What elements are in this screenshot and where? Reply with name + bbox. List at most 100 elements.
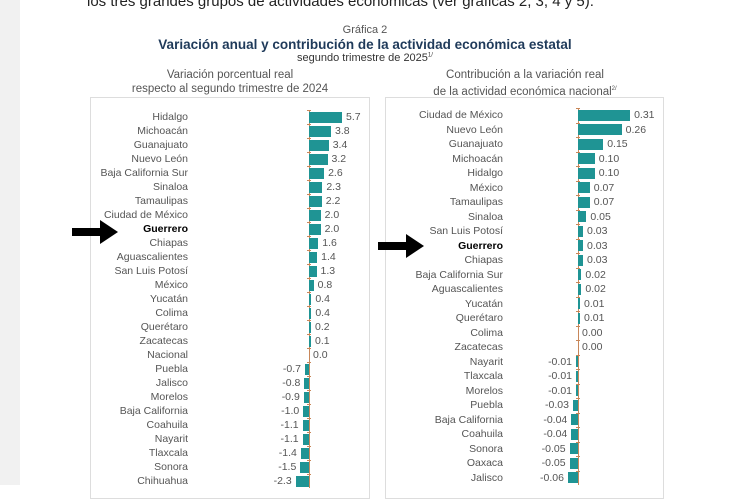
category-label: Guerrero: [143, 223, 188, 235]
bar: [576, 356, 578, 367]
value-label: 0.4: [315, 307, 330, 319]
bar: [578, 109, 631, 121]
category-label: Guerrero: [458, 239, 503, 252]
bar: [300, 461, 309, 473]
bar: [309, 111, 343, 123]
axis-tick: [307, 404, 311, 405]
axis-tick: [307, 320, 311, 321]
category-label: Hidalgo: [152, 111, 188, 123]
value-label: 1.3: [320, 265, 336, 277]
axis-tick: [576, 282, 580, 283]
bar: [571, 428, 578, 440]
value-label: 5.7: [346, 111, 361, 123]
value-label: 0.07: [593, 181, 615, 194]
axis-tick: [307, 306, 311, 307]
category-label: Tamaulipas: [449, 196, 503, 208]
axis-tick: [307, 418, 311, 419]
category-label: Jalisco: [155, 377, 188, 389]
category-label: Guanajuato: [133, 139, 188, 151]
bar: [303, 391, 309, 403]
value-label: -0.9: [281, 391, 300, 403]
bar: [578, 283, 582, 295]
value-label: 0.1: [315, 335, 330, 347]
value-label: -0.03: [545, 399, 569, 411]
value-label: 0.01: [584, 297, 605, 310]
axis-tick: [576, 267, 580, 269]
value-label: 1.4: [321, 251, 336, 263]
right-chart-heading: Contribución a la variación real de la a…: [385, 68, 665, 99]
left-chart-heading-1: Variación porcentual real: [166, 69, 294, 81]
value-label: 0.10: [598, 152, 620, 165]
bar: [578, 167, 595, 179]
category-label: Hidalgo: [467, 167, 503, 179]
category-label: Coahuila: [461, 428, 503, 440]
value-label: 0.03: [587, 254, 608, 266]
category-label: Yucatán: [465, 297, 503, 310]
bar: [304, 363, 309, 375]
bar: [576, 370, 578, 382]
right-chart-heading-1: Contribución a la variación real: [446, 69, 604, 81]
category-label: San Luis Potosí: [114, 265, 188, 277]
category-label: Morelos: [465, 384, 503, 397]
axis-tick: [576, 137, 580, 138]
axis-tick: [576, 383, 580, 385]
axis-tick: [576, 108, 580, 109]
subtitle-text: segundo trimestre de 2025: [297, 52, 428, 64]
bar: [572, 399, 578, 411]
page-margin: [0, 0, 20, 485]
axis-tick: [307, 194, 311, 195]
axis-tick: [576, 209, 580, 211]
category-label: Nayarit: [469, 355, 503, 368]
axis-tick: [307, 166, 311, 167]
category-label: Jalisco: [470, 471, 503, 484]
bar: [309, 321, 311, 333]
axis-tick: [307, 138, 311, 139]
category-label: Yucatán: [150, 293, 188, 305]
category-label: Tamaulipas: [134, 195, 188, 207]
bar: [309, 167, 325, 179]
subtitle-note: 1/: [427, 52, 433, 59]
bar: [578, 211, 587, 222]
left-chart-heading-2: respecto al segundo trimestre de 2024: [131, 83, 329, 95]
bar: [309, 223, 321, 235]
category-label: Chiapas: [149, 237, 188, 249]
bar: [303, 405, 309, 417]
value-label: 0.02: [585, 283, 606, 295]
axis-tick: [307, 334, 311, 335]
category-label: Morelos: [150, 391, 188, 403]
figure-subtitle: segundo trimestre de 20251/: [0, 52, 730, 64]
category-label: Ciudad de México: [103, 209, 188, 221]
value-label: -0.06: [539, 471, 564, 484]
value-label: -0.01: [548, 355, 572, 368]
bar: [295, 475, 309, 487]
left-arrow-icon: [72, 220, 118, 244]
value-label: 2.6: [328, 167, 343, 179]
category-label: Tlaxcala: [148, 447, 188, 459]
category-label: México: [154, 279, 188, 291]
value-label: 0.31: [634, 109, 655, 121]
axis-tick: [576, 398, 580, 399]
bar: [578, 269, 582, 280]
value-label: -1.5: [278, 461, 297, 473]
value-label: 0.03: [587, 225, 608, 237]
category-label: México: [469, 181, 503, 194]
axis-tick: [576, 456, 580, 457]
bar: [309, 181, 323, 193]
value-label: 0.10: [598, 167, 620, 179]
bar: [578, 182, 590, 193]
axis-tick: [576, 311, 580, 312]
value-label: -1.4: [278, 447, 297, 459]
axis-tick: [576, 427, 580, 428]
bar: [309, 195, 322, 207]
category-label: Colima: [470, 326, 503, 339]
value-label: -0.7: [282, 363, 301, 375]
axis-tick: [576, 340, 580, 341]
axis-tick: [307, 180, 311, 181]
value-label: 2.0: [324, 209, 340, 221]
bar: [309, 237, 319, 249]
category-label: Sinaloa: [467, 210, 503, 223]
category-label: Aguascalientes: [116, 251, 188, 263]
category-label: Querétaro: [140, 321, 188, 333]
bar: [309, 251, 318, 263]
axis-tick: [307, 362, 311, 363]
